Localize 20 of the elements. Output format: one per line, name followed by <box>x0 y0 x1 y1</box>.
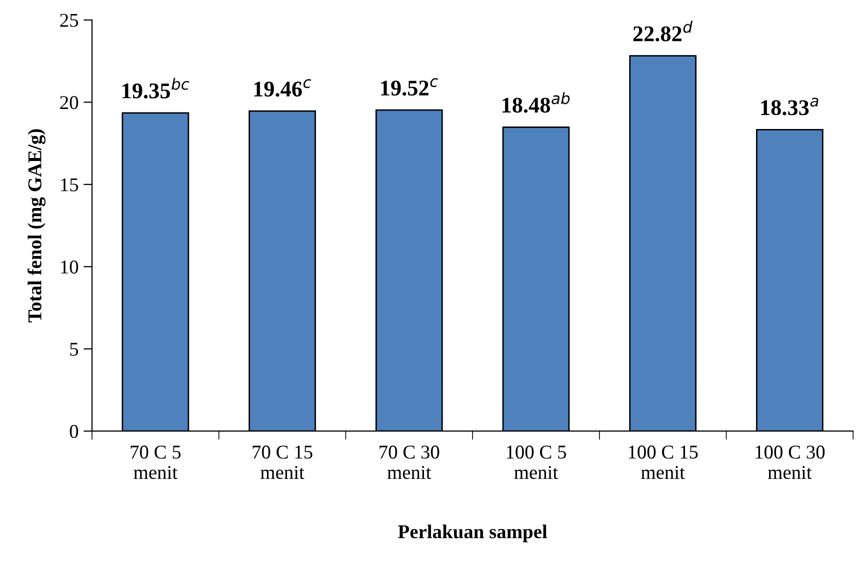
y-tick-label: 15 <box>61 178 78 192</box>
data-label: 19.35$^{bc}$ <box>122 78 190 98</box>
y-tick-label: 0 <box>70 424 78 438</box>
y-tick-label: 20 <box>60 96 78 110</box>
data-label: 22.82$^{d}$ <box>633 20 693 42</box>
data-label: 19.46$^{c}$ <box>254 79 312 97</box>
y-tick-label: 5 <box>70 342 78 356</box>
x-tick-label: 70 C 30 menit <box>380 446 440 480</box>
x-tick-label: 70 C 5 menit <box>130 446 181 480</box>
x-tick-label: 100 C 15 menit <box>628 446 698 480</box>
data-label: 18.48$^{ab}$ <box>502 92 570 113</box>
x-tick-label: 70 C 15 menit <box>252 446 312 480</box>
data-label: 19.52$^{c}$ <box>381 78 438 96</box>
x-axis-title: Perlakuan sampel <box>398 524 548 542</box>
y-tick-label: 25 <box>60 14 78 27</box>
data-label: 18.33$^{a}$ <box>761 98 818 116</box>
x-tick-label: 100 C 30 menit <box>756 446 825 480</box>
y-tick-label: 10 <box>61 260 78 274</box>
x-tick-label: 100 C 5 menit <box>506 446 566 480</box>
y-axis-title: Total fenol (mg GAE/g) <box>28 129 46 322</box>
